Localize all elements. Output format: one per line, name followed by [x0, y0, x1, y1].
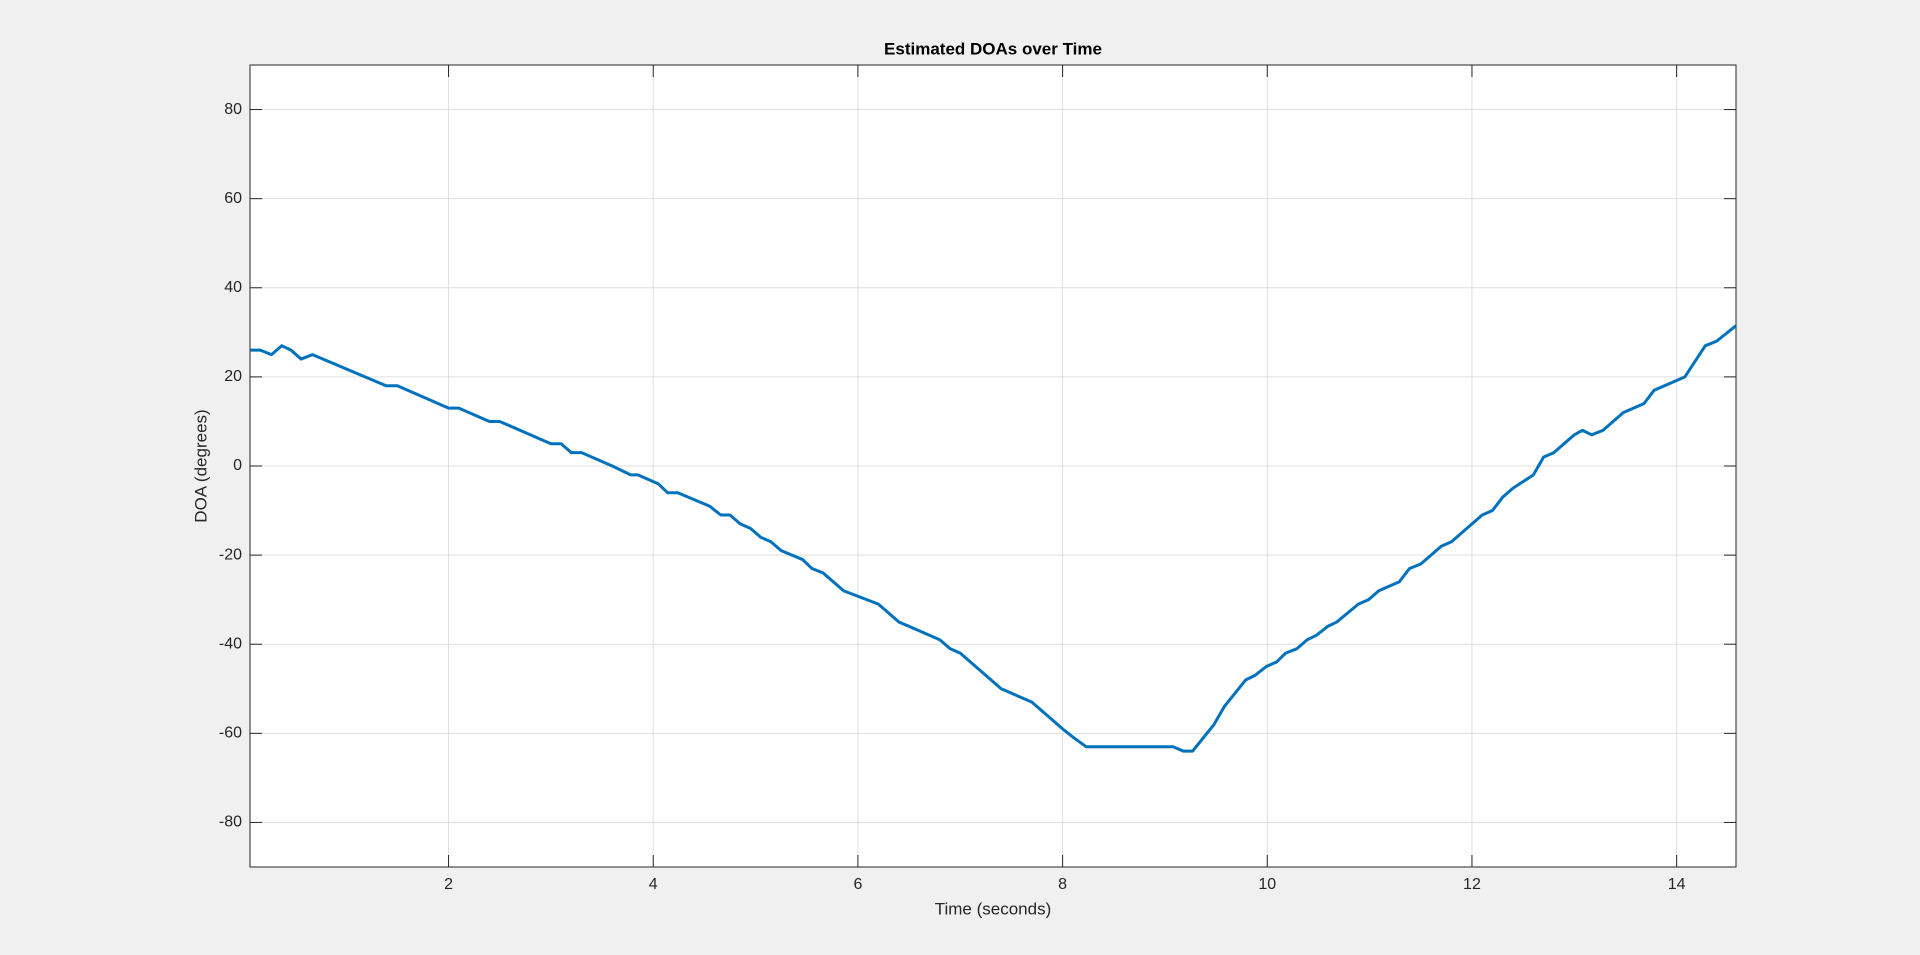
y-tick-label: 40: [224, 279, 242, 296]
x-tick-label: 8: [1058, 876, 1067, 893]
x-tick-label: 12: [1463, 876, 1481, 893]
x-tick-label: 4: [649, 876, 658, 893]
x-tick-label: 10: [1258, 876, 1276, 893]
y-axis-label: DOA (degrees): [191, 409, 210, 522]
x-tick-label: 14: [1668, 876, 1686, 893]
y-tick-label: -60: [219, 725, 242, 742]
y-tick-label: 80: [224, 101, 242, 118]
y-tick-label: -40: [219, 635, 242, 652]
x-tick-label: 6: [853, 876, 862, 893]
y-tick-label: 0: [233, 457, 242, 474]
chart-title: Estimated DOAs over Time: [884, 39, 1102, 58]
x-axis-label: Time (seconds): [935, 899, 1052, 918]
y-tick-label: -80: [219, 814, 242, 831]
data-line: [250, 324, 1737, 753]
y-tick-label: -20: [219, 546, 242, 563]
x-tick-label: 2: [444, 876, 453, 893]
y-tick-label: 20: [224, 368, 242, 385]
y-tick-label: 60: [224, 190, 242, 207]
axes-box: [249, 64, 1737, 868]
